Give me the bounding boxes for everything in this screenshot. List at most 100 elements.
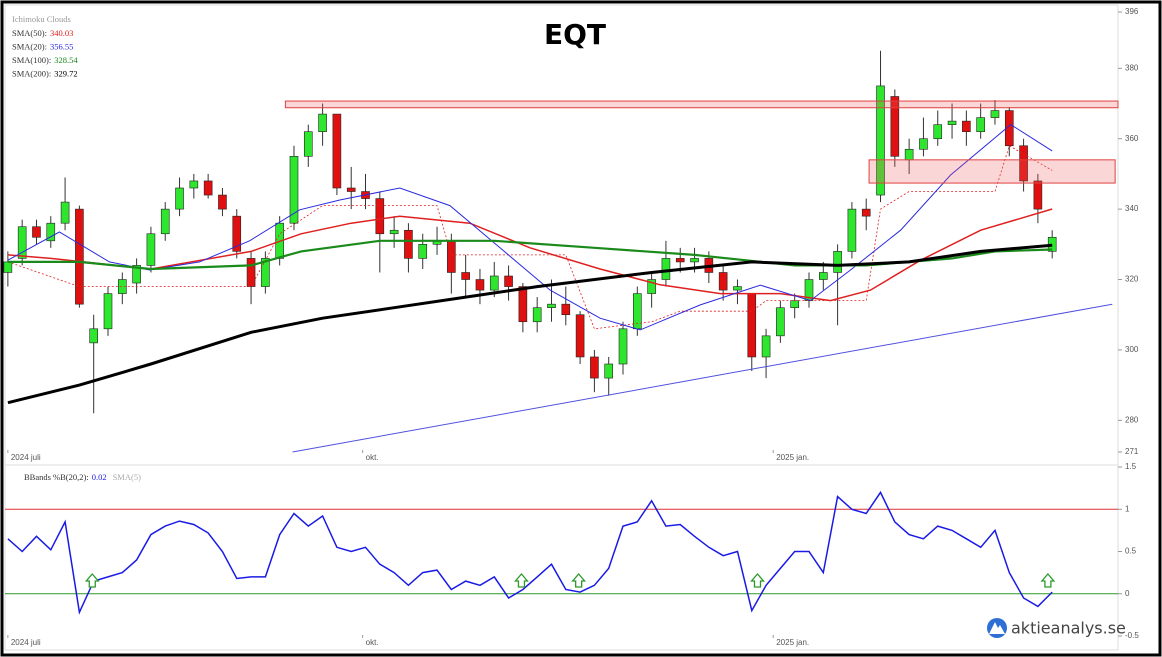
legend-name: SMA(100): (12, 55, 51, 65)
candle (461, 254, 470, 298)
candle (103, 286, 113, 336)
legend-value: 0.02 (92, 472, 107, 482)
candle-body (675, 258, 685, 263)
legend-entry: SMA(100): 328.54 (12, 55, 78, 65)
candle (389, 216, 399, 248)
candle-body (404, 229, 413, 259)
x-tick-label: 2024 juli (11, 638, 41, 647)
sma-line (7, 239, 1053, 271)
candle (976, 103, 985, 139)
y-tick-label: 340 (1125, 204, 1139, 213)
sma-line (7, 208, 1053, 302)
candle (990, 100, 1000, 125)
candle (818, 261, 828, 291)
candle-body (761, 335, 771, 358)
x-tick-label: okt. (366, 638, 379, 647)
x-tick-label: 2025 jan. (776, 453, 809, 462)
candle-body (75, 208, 84, 305)
candle (375, 191, 385, 273)
candle-body (447, 240, 456, 273)
candle-body (833, 251, 842, 273)
overlay-label: SMA(5) (113, 472, 142, 482)
y-tick-label: 1.5 (1125, 462, 1137, 471)
candle-body (475, 279, 485, 291)
candle (947, 103, 957, 139)
candle (647, 272, 656, 308)
candle-body (733, 286, 742, 291)
legend-entry: SMA(50): 340.03 (12, 28, 73, 38)
candle (89, 314, 98, 414)
indicator-label: Ichimoku Clouds (12, 14, 71, 24)
legend-value: 340.03 (50, 28, 73, 38)
sma-line (7, 123, 1053, 331)
x-tick-label: 2024 juli (11, 453, 41, 462)
candle (289, 145, 299, 231)
candle-body (103, 293, 113, 330)
legend-name: SMA(20): (12, 41, 47, 51)
candle-body (418, 244, 428, 259)
candle (118, 272, 127, 305)
candle-body (718, 272, 728, 291)
y-tick-label: 271 (1125, 447, 1139, 456)
candle-body (332, 113, 342, 189)
y-tick-label: 0 (1125, 589, 1130, 598)
watermark-logo-mark (989, 622, 1005, 634)
watermark: aktieanalys.se (987, 618, 1126, 638)
candle-body (218, 194, 227, 210)
candle-body (976, 117, 985, 132)
candle (532, 297, 542, 333)
candle (1004, 107, 1014, 157)
candle (189, 173, 199, 199)
candle-body (518, 286, 528, 323)
candle (404, 223, 413, 273)
candle-body (32, 226, 41, 238)
legend-name: SMA(50): (12, 28, 47, 38)
candle (518, 283, 528, 333)
candle-body (289, 156, 299, 224)
candle-body (818, 272, 828, 280)
percent-b-line (7, 490, 1053, 615)
x-tick-label: okt. (366, 453, 379, 462)
candle (232, 209, 242, 259)
candle-body (203, 180, 213, 196)
candle-body (60, 201, 70, 224)
candle-body (303, 131, 313, 157)
candle (504, 265, 513, 301)
candle-body (3, 261, 13, 273)
candle-body (618, 328, 628, 365)
chart-title: EQT (544, 18, 606, 51)
candle-body (246, 258, 256, 287)
candle-body (890, 96, 900, 157)
candle-body (547, 303, 556, 308)
legend-entry: SMA(200): 329.72 (12, 68, 78, 78)
candle (1033, 173, 1043, 224)
candle-body (261, 258, 270, 287)
candle-body (132, 265, 141, 284)
candle (218, 188, 227, 217)
y-tick-label: 396 (1125, 7, 1139, 16)
candle-body (189, 180, 199, 189)
candle-body (919, 138, 928, 150)
candle-body (346, 187, 356, 192)
signal-arrow (514, 573, 529, 588)
indicator-panel (4, 464, 1119, 651)
candle (919, 117, 928, 157)
candle (32, 219, 41, 245)
candle-body (17, 226, 27, 259)
candle-body (590, 356, 599, 379)
legend-name: BBands %B(20,2): (24, 472, 89, 482)
y-tick-label: 360 (1125, 134, 1139, 143)
y-tick-label: -0.5 (1125, 631, 1139, 640)
candle (604, 356, 614, 396)
candle-body (1004, 110, 1014, 147)
candle-body (876, 85, 885, 196)
candle-body (89, 328, 98, 344)
y-tick-label: 320 (1125, 275, 1139, 284)
candle (547, 279, 556, 322)
candle (733, 279, 742, 305)
candle (346, 166, 356, 210)
candle-body (990, 110, 1000, 118)
candle (962, 110, 971, 146)
trend-line (292, 303, 1113, 453)
